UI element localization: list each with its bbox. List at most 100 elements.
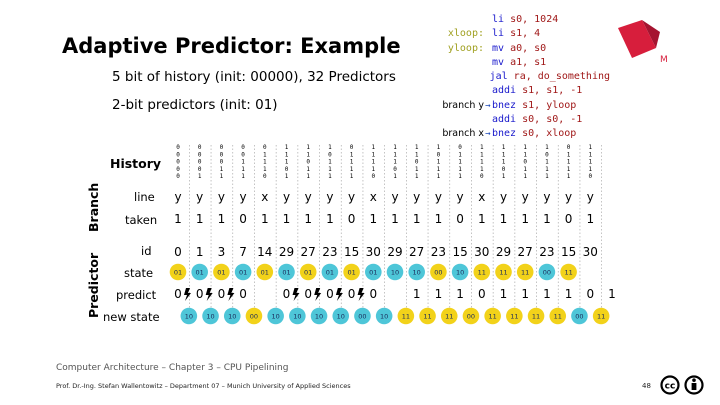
new-state-value: 00 (467, 313, 475, 321)
history-bit: 0 (263, 173, 267, 180)
predictor-id: 0 (174, 245, 182, 259)
taken-value: 1 (586, 212, 594, 226)
code-line: branch y → bnez s1, yloop (442, 99, 610, 113)
state-badge (560, 263, 577, 281)
history-bit: 1 (502, 173, 506, 180)
line-value: y (435, 190, 442, 204)
new-state-badge (419, 307, 436, 325)
state-value: 01 (304, 269, 312, 277)
code-instruction: jal (489, 71, 508, 83)
history-bit: 0 (241, 144, 245, 151)
history-bit: 1 (588, 166, 592, 173)
state-badge (213, 263, 230, 281)
predictor-id: 23 (539, 245, 554, 259)
history-bit: 0 (415, 159, 419, 166)
new-state-value: 11 (445, 313, 453, 321)
code-operands: s0, s0, -1 (522, 114, 583, 126)
line-value: y (587, 190, 594, 204)
lightning-bolt-icon (227, 288, 235, 301)
predictor-id: 23 (322, 245, 337, 259)
taken-value: 1 (218, 212, 226, 226)
taken-value: 1 (369, 212, 377, 226)
lightning-bolt-icon (292, 288, 300, 301)
history-bit: 0 (263, 144, 267, 151)
history-bit: 1 (285, 173, 289, 180)
line-value: y (218, 190, 225, 204)
history-bit: 1 (371, 166, 375, 173)
taken-value: 0 (565, 212, 573, 226)
new-state-badge (484, 307, 501, 325)
history-bit: 1 (545, 159, 549, 166)
new-state-badge (375, 307, 393, 325)
state-value: 01 (196, 269, 204, 277)
taken-value: 1 (283, 212, 291, 226)
history-bit: 1 (415, 144, 419, 151)
line-value: x (261, 190, 268, 204)
history-bit: 1 (523, 173, 527, 180)
line-value: y (326, 190, 333, 204)
new-state-badge (571, 307, 588, 325)
history-bit: 0 (567, 144, 571, 151)
code-line: li s0, 1024 (442, 13, 610, 27)
id-label: id (141, 244, 152, 258)
new-state-value: 11 (489, 313, 497, 321)
new-state-value: 10 (293, 313, 301, 321)
code-label: yloop: (447, 42, 484, 54)
taken-value: 1 (196, 212, 204, 226)
code-instruction: addi (492, 85, 517, 97)
history-bit: 1 (480, 166, 484, 173)
history-bit: 0 (371, 173, 375, 180)
new-state-value: 11 (532, 313, 540, 321)
taken-value: 1 (521, 212, 529, 226)
history-bit: 1 (350, 151, 354, 158)
history-bit: 1 (523, 144, 527, 151)
state-badge (386, 263, 404, 281)
history-bit: 1 (306, 144, 310, 151)
history-bit: 1 (371, 159, 375, 166)
predictor-id: 29 (279, 245, 294, 259)
history-bit: 0 (176, 151, 180, 158)
code-instruction: li (492, 28, 505, 40)
footer-author: Prof. Dr.-Ing. Stefan Wallentowitz – Dep… (56, 382, 351, 390)
state-badge (169, 263, 187, 281)
history-bit: 1 (437, 166, 441, 173)
new-state-value: 10 (185, 313, 193, 321)
history-bit: 0 (523, 159, 527, 166)
new-state-value: 00 (575, 313, 583, 321)
predict-value: 0 (304, 287, 312, 301)
new-state-badge (267, 307, 284, 325)
new-state-badge (332, 307, 350, 325)
state-badge (234, 263, 252, 281)
predict-value: 0 (196, 287, 204, 301)
code-operands: ra, do_something (513, 71, 610, 83)
state-value: 01 (347, 269, 355, 277)
predict-value: 1 (456, 287, 464, 301)
taken-value: 1 (543, 212, 551, 226)
line-value: y (174, 190, 181, 204)
history-bit: 1 (393, 151, 397, 158)
prediction-diagram: 0000000001000110011101110111011101110111… (169, 144, 616, 325)
history-bit: 1 (523, 166, 527, 173)
predictor-id: 30 (583, 245, 598, 259)
history-bit: 0 (220, 151, 224, 158)
history-bit: 1 (480, 159, 484, 166)
history-bit: 1 (502, 144, 506, 151)
history-label: History (110, 156, 162, 171)
new-state-badge (440, 307, 458, 325)
history-bit: 1 (567, 173, 571, 180)
new-state-label: new state (103, 310, 160, 324)
predict-value: 0 (586, 287, 594, 301)
new-state-value: 11 (597, 313, 605, 321)
arrow-icon: → (485, 100, 491, 111)
code-line: xloop: li s1, 4 (442, 27, 610, 41)
history-bit: 1 (415, 151, 419, 158)
state-badge (256, 263, 274, 281)
predictor-id: 27 (518, 245, 533, 259)
code-operands: s1, yloop (522, 99, 577, 111)
predictor-id: 14 (257, 245, 272, 259)
new-state-value: 11 (554, 313, 562, 321)
line-value: y (457, 190, 464, 204)
subtitle-predictors: 2-bit predictors (init: 01) (112, 97, 278, 113)
predictor-id: 15 (344, 245, 359, 259)
predictor-id: 3 (218, 245, 226, 259)
